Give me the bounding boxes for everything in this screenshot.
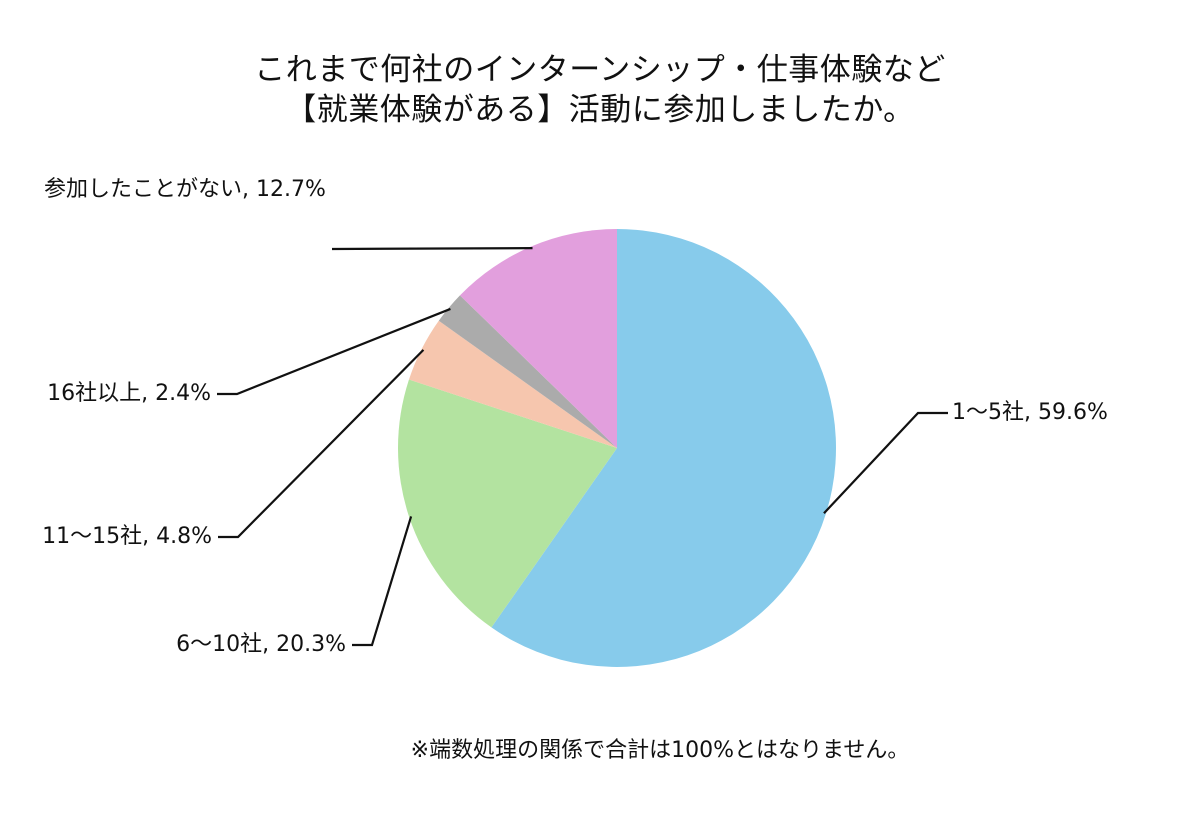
- slice-labels: 1～5社, 59.6% 6～10社, 20.3% 11～15社, 4.8% 16社以上…: [42, 177, 1108, 657]
- leader-line: [217, 307, 451, 396]
- pie-slice: [438, 295, 617, 448]
- pie-slice: [408, 320, 617, 448]
- leader-line: [823, 411, 948, 514]
- leader-lines: [217, 247, 948, 647]
- slice-label: 16社以上, 2.4%: [47, 381, 211, 406]
- pie-slice: [491, 229, 836, 667]
- pie-slice: [398, 379, 617, 628]
- slice-label: 11～15社, 4.8%: [42, 524, 212, 549]
- slice-label: 参加したことがない, 12.7%: [44, 177, 326, 202]
- chart-title-line1: これまで何社のインターンシップ・仕事体験など: [254, 52, 946, 88]
- pie-slice: [459, 229, 617, 448]
- rounding-note: ※端数処理の関係で合計は100%とはなりません。: [410, 738, 910, 763]
- chart-title-line2: 【就業体験がある】活動に参加しましたか。: [285, 92, 915, 128]
- slice-label: 6～10社, 20.3%: [176, 632, 346, 657]
- leader-line: [352, 516, 413, 647]
- leader-line: [331, 247, 533, 251]
- pie-slices: [398, 229, 836, 667]
- leader-line: [218, 349, 425, 539]
- slice-label: 1～5社, 59.6%: [952, 400, 1108, 425]
